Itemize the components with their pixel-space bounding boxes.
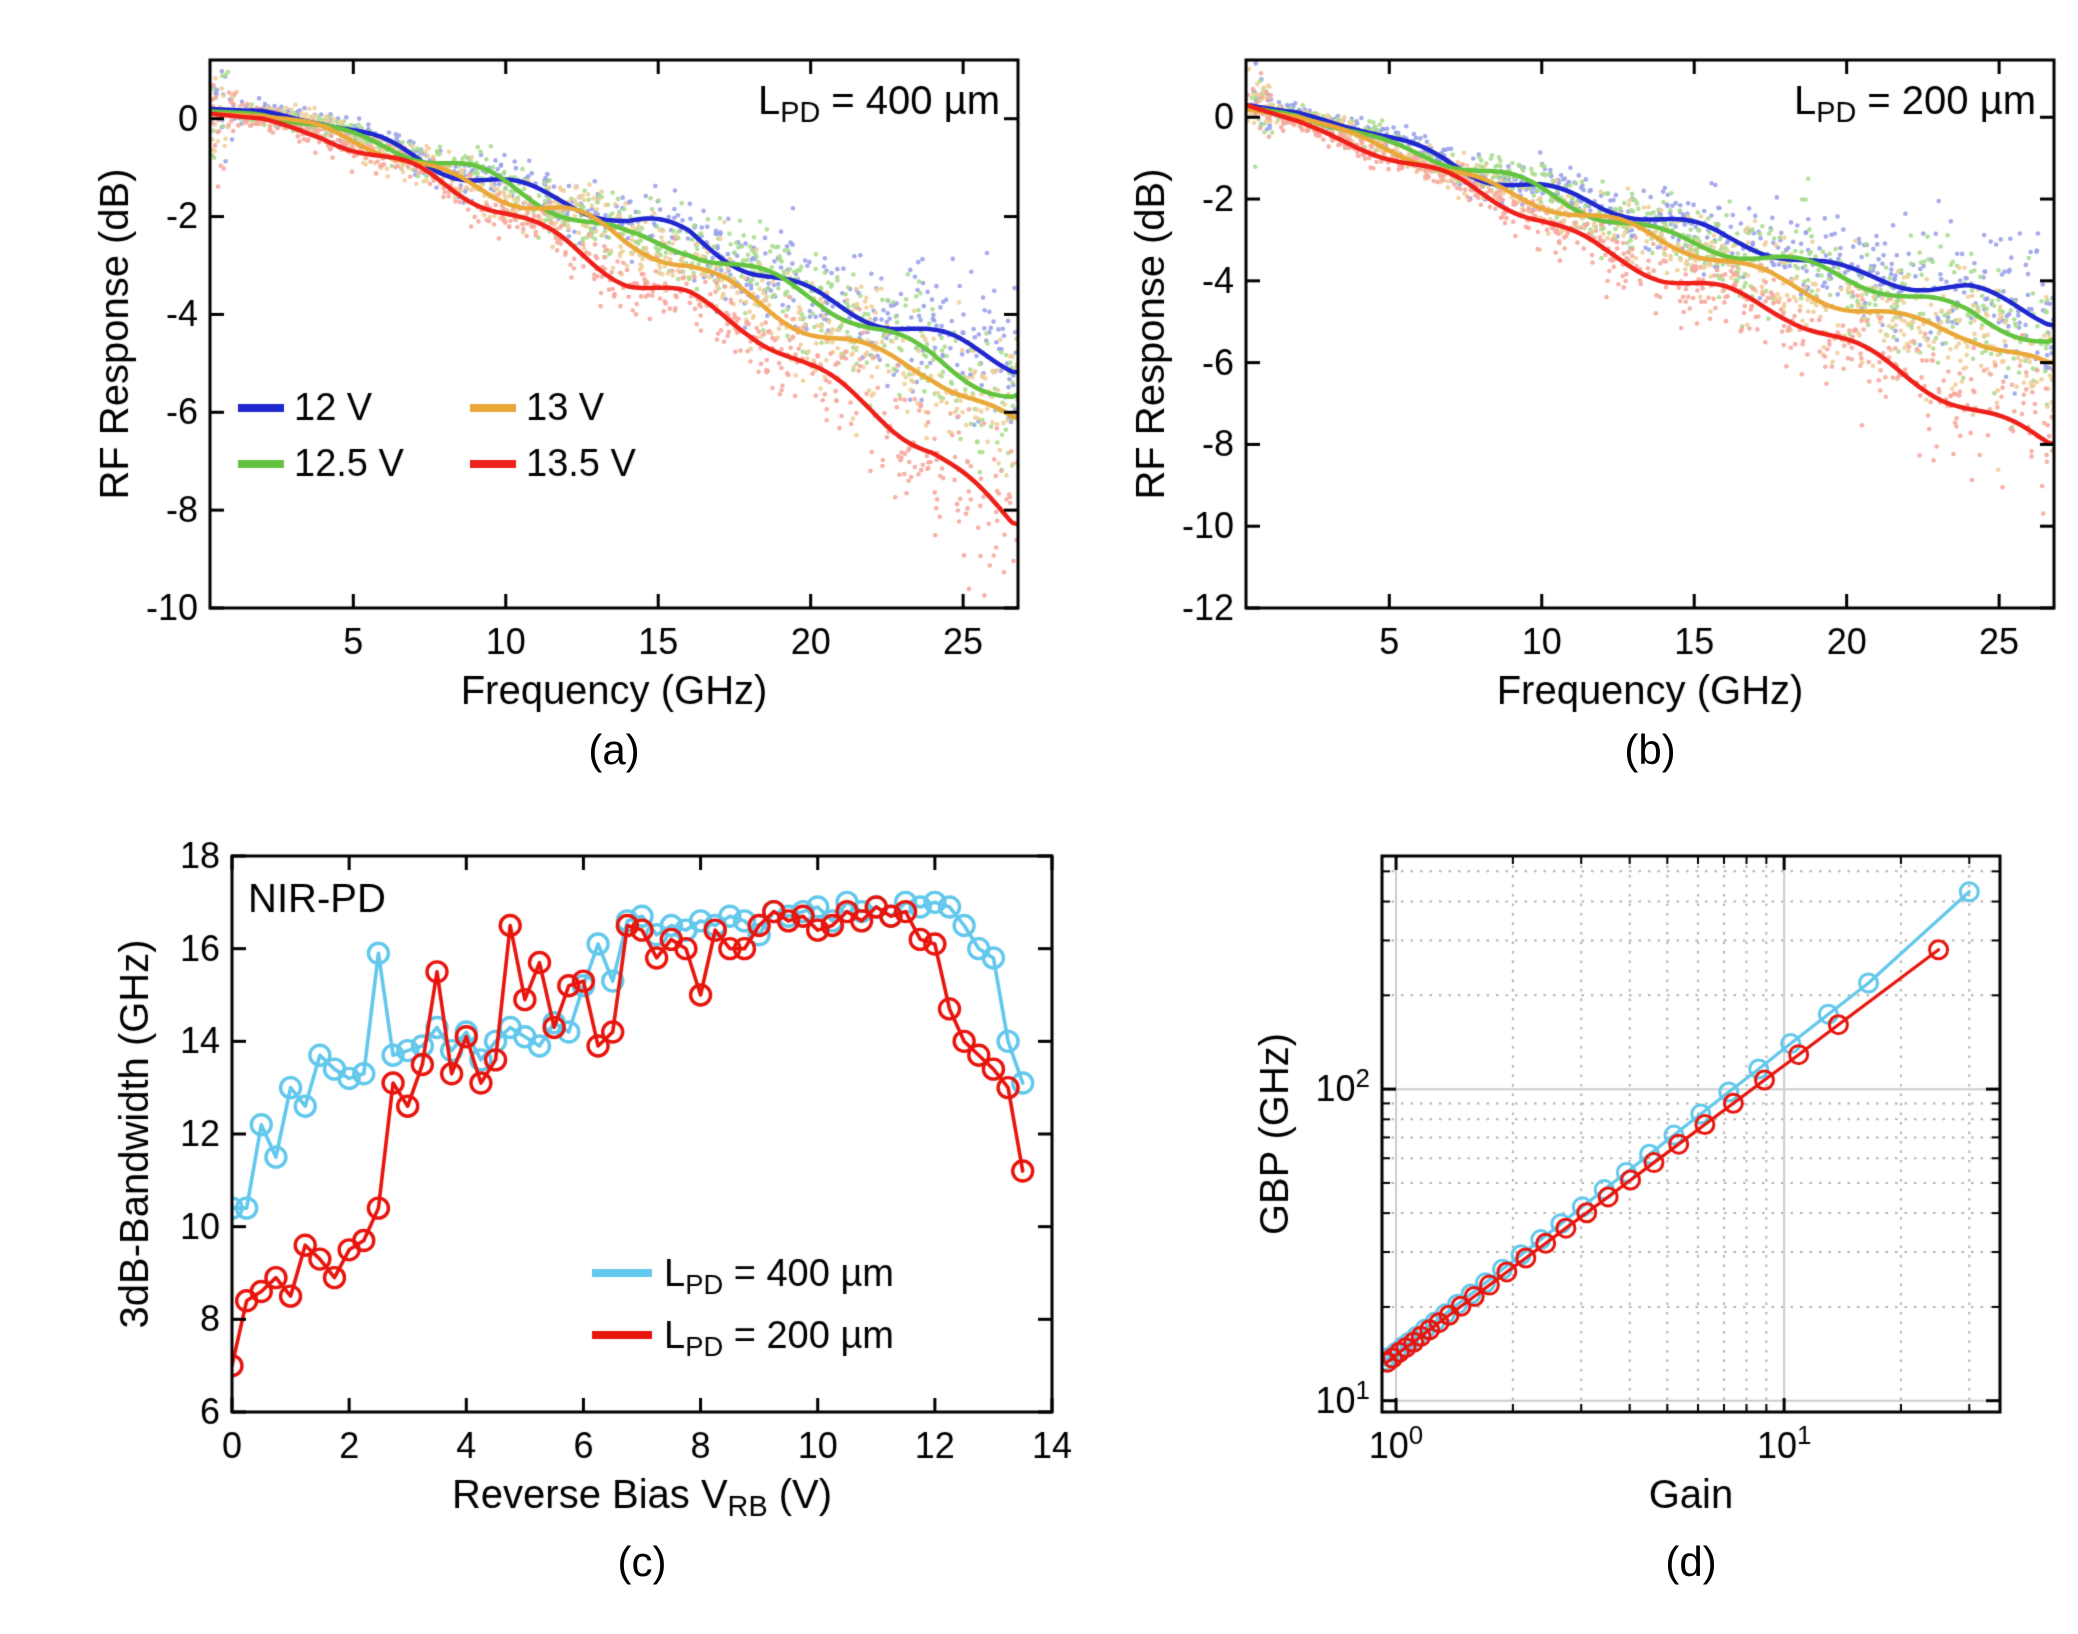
panel-c-chart <box>100 830 1080 1530</box>
panel-b-chart <box>1116 20 2076 720</box>
panel-d-caption: (d) <box>1665 1538 1717 1585</box>
panel-a-caption: (a) <box>588 726 640 773</box>
panel-d-chart <box>1240 830 2040 1530</box>
panel-b-caption: (b) <box>1624 726 1676 773</box>
panel-a-chart <box>80 20 1040 720</box>
panel-c-caption: (c) <box>617 1538 667 1585</box>
